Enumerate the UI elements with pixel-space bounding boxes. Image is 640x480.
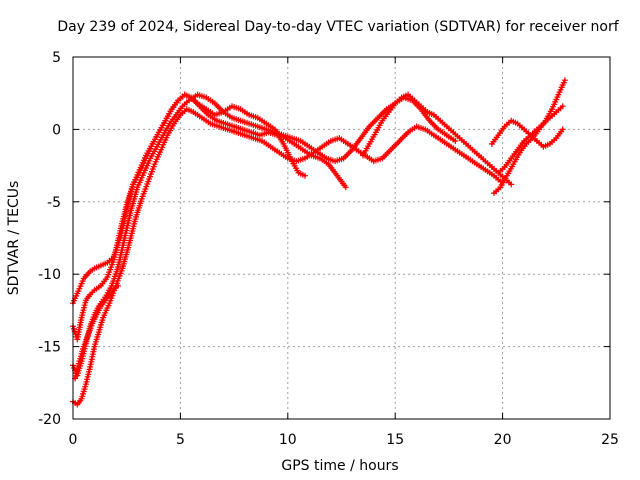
data-point-marker — [559, 126, 566, 133]
y-tick-label: -5 — [47, 195, 61, 211]
y-tick-label: 0 — [52, 122, 61, 138]
satellite-track-6 — [360, 91, 515, 188]
data-point-marker — [452, 138, 459, 144]
x-tick-labels: 0 5 10 15 20 25 — [69, 432, 619, 448]
data-point-marker — [508, 181, 515, 188]
x-axis-title: GPS time / hours — [281, 458, 398, 474]
y-tick-label: -15 — [38, 340, 61, 356]
data-point-marker — [302, 172, 308, 179]
chart-title: Day 239 of 2024, Sidereal Day-to-day VTE… — [57, 19, 619, 35]
grid-lines — [73, 57, 610, 419]
satellite-track-2-line — [71, 93, 347, 341]
x-tick-label: 15 — [386, 432, 404, 448]
y-tick-label: -10 — [38, 267, 61, 283]
plot-frame — [72, 56, 611, 420]
x-tick-label: 25 — [601, 432, 619, 448]
data-point-marker — [561, 77, 568, 84]
x-tick-label: 20 — [494, 432, 512, 448]
y-tick-label: -20 — [38, 412, 61, 428]
data-point-marker — [559, 103, 566, 110]
data-point-marker — [115, 282, 122, 289]
satellite-track-9 — [488, 117, 566, 150]
satellite-track-6-line — [361, 93, 513, 186]
axis-ticks — [72, 56, 611, 420]
data-point-marker — [342, 184, 349, 191]
satellite-track-4-line — [71, 107, 502, 406]
y-tick-label: 5 — [52, 50, 61, 66]
x-tick-label: 0 — [69, 432, 78, 448]
satellite-track-4 — [70, 106, 504, 408]
y-tick-labels: 5 0 -5 -10 -15 -20 — [38, 50, 61, 428]
x-tick-label: 5 — [176, 432, 185, 448]
y-axis-title: SDTVAR / TECUs — [6, 181, 22, 296]
data-series — [70, 77, 568, 408]
x-tick-label: 10 — [279, 432, 297, 448]
satellite-track-5 — [72, 282, 122, 382]
